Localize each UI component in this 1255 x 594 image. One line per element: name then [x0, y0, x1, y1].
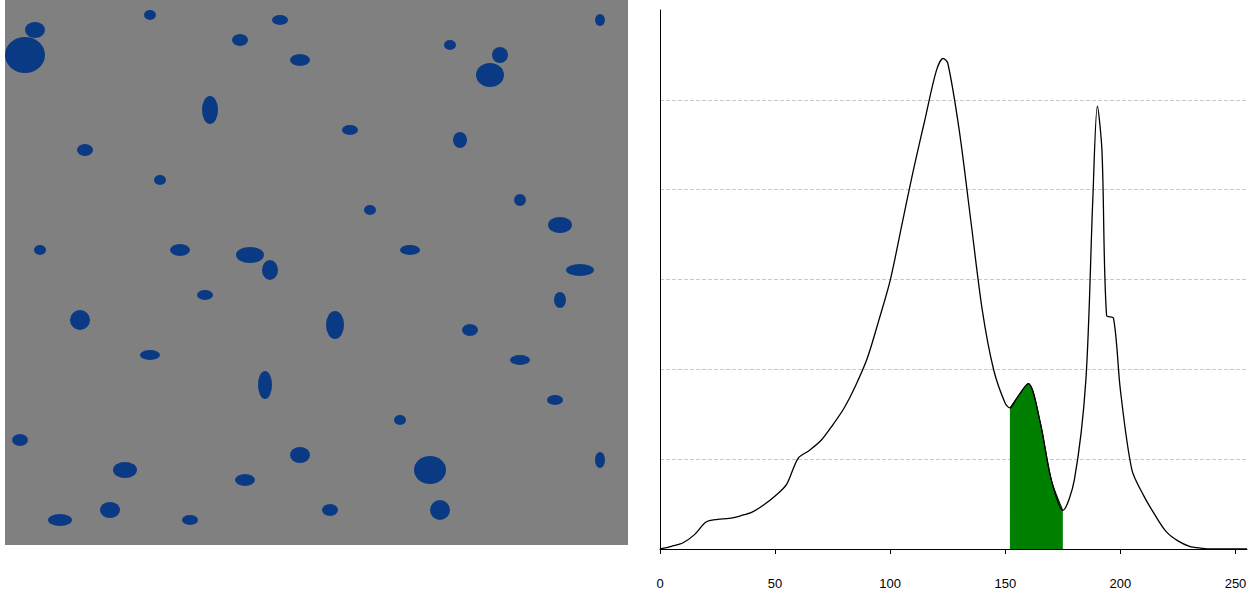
svg-text:50: 50	[768, 576, 782, 591]
svg-text:150: 150	[994, 576, 1016, 591]
svg-text:100: 100	[879, 576, 901, 591]
svg-text:200: 200	[1110, 576, 1132, 591]
svg-text:0: 0	[656, 576, 663, 591]
svg-text:250: 250	[1225, 576, 1247, 591]
